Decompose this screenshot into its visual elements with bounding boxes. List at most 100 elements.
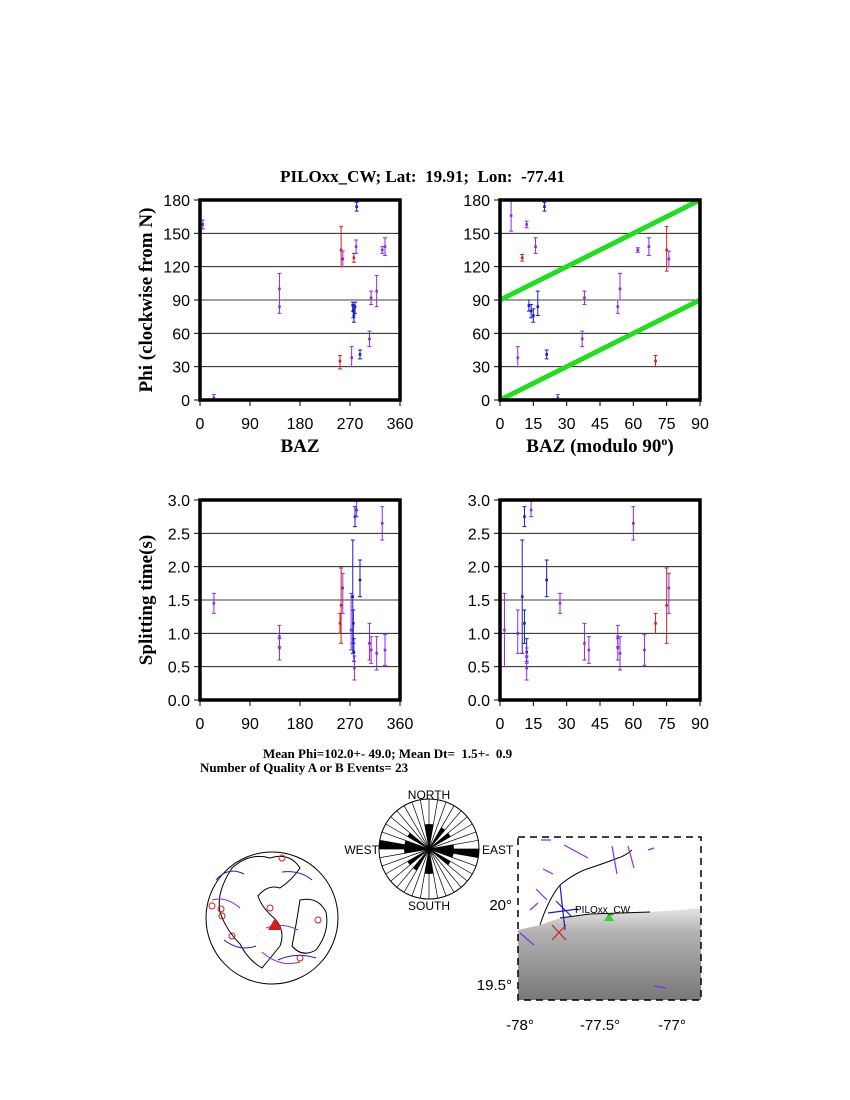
globe-continent-outline xyxy=(218,855,301,969)
y-tick-label: 90 xyxy=(472,293,490,310)
y-tick-label: 60 xyxy=(472,326,490,343)
data-point xyxy=(558,592,562,614)
data-point xyxy=(520,539,525,654)
data-point xyxy=(352,655,357,681)
point-marker xyxy=(654,622,657,625)
rose-petal xyxy=(412,849,429,871)
data-point xyxy=(653,355,658,368)
rose-spoke xyxy=(428,848,455,893)
event-count: Number of Quality A or B Events= 23 xyxy=(200,760,409,775)
x-tick-label: 90 xyxy=(691,716,709,733)
x-tick-label: 360 xyxy=(387,716,414,733)
point-marker xyxy=(349,628,353,632)
sea-relief xyxy=(518,908,701,1000)
y-tick-label: 2.0 xyxy=(468,560,490,577)
point-marker xyxy=(632,522,635,525)
rose-petal xyxy=(407,832,429,849)
data-point xyxy=(635,247,640,253)
x-tick-label: 60 xyxy=(624,416,642,433)
data-point xyxy=(642,634,647,666)
point-marker xyxy=(278,635,281,638)
point-marker xyxy=(341,257,345,261)
rose-petal xyxy=(424,824,429,849)
event-marker xyxy=(218,912,226,920)
data-point xyxy=(358,349,362,360)
point-marker xyxy=(338,359,342,363)
rose-petal xyxy=(429,849,434,874)
data-point xyxy=(522,609,527,644)
point-marker xyxy=(503,628,506,632)
point-marker xyxy=(355,205,358,208)
local-map: PILOxx_CW 20° 19.5° -78° -77.5° -77° xyxy=(477,836,702,1034)
x-tick-label: 270 xyxy=(337,716,364,733)
rose-petal xyxy=(407,849,429,866)
data-point xyxy=(340,250,345,268)
event-marker xyxy=(228,932,236,940)
data-point xyxy=(664,226,669,272)
point-marker xyxy=(534,245,537,248)
data-point xyxy=(354,239,359,254)
point-marker xyxy=(278,305,281,308)
point-marker xyxy=(536,305,540,308)
point-marker xyxy=(380,248,384,252)
point-marker xyxy=(368,337,371,341)
data-point xyxy=(653,612,658,634)
chart-dt_mod: 0.0 0.5 1.0 1.5 2.0 2.5 3.0 0 15 30 45 60 75 90 xyxy=(468,493,709,733)
rose-west-label: WEST xyxy=(344,843,379,857)
data-point xyxy=(529,500,534,518)
rose-spoke xyxy=(428,831,477,850)
data-point xyxy=(367,330,372,348)
point-marker xyxy=(278,646,281,650)
point-marker xyxy=(355,508,358,512)
data-point xyxy=(618,272,622,301)
globe-map xyxy=(205,851,339,985)
y-tick-label: 2.5 xyxy=(168,526,190,543)
point-marker xyxy=(525,223,528,226)
point-marker xyxy=(543,205,546,208)
lon-label-78: -78° xyxy=(506,1017,534,1034)
data-point xyxy=(631,506,636,541)
data-point xyxy=(615,299,620,314)
data-point xyxy=(277,299,282,314)
data-point xyxy=(646,237,651,257)
y-tick-label: 180 xyxy=(163,193,190,210)
y-tick-label: 120 xyxy=(163,260,190,277)
data-point xyxy=(383,237,387,257)
globe-raypaths xyxy=(211,898,301,965)
x-tick-label: 0 xyxy=(496,716,505,733)
lon-label-77-5: -77.5° xyxy=(580,1017,620,1034)
point-marker xyxy=(665,604,668,607)
data-point xyxy=(520,253,525,262)
y-tick-label: 0 xyxy=(181,393,190,410)
y-axis-label: Phi (clockwise from N) xyxy=(136,208,157,393)
point-marker xyxy=(383,648,387,652)
point-marker xyxy=(616,635,620,638)
x-tick-label: 45 xyxy=(591,716,609,733)
point-marker xyxy=(558,602,562,605)
rose-petal xyxy=(429,844,454,849)
y-tick-label: 3.0 xyxy=(168,493,190,510)
plot-frame xyxy=(198,198,402,402)
point-marker xyxy=(212,396,216,400)
point-marker xyxy=(354,245,358,248)
rose-north-label: NORTH xyxy=(408,788,450,802)
plot-frame xyxy=(198,498,402,702)
data-point xyxy=(542,201,547,212)
map-frame xyxy=(517,836,702,1001)
point-marker xyxy=(375,289,378,293)
point-marker xyxy=(358,353,362,356)
rose-spoke xyxy=(381,848,430,867)
point-marker xyxy=(667,257,671,261)
data-point xyxy=(277,638,282,661)
data-point xyxy=(524,655,529,681)
rose-diagram: NORTH SOUTH EAST WEST xyxy=(344,788,514,913)
data-point xyxy=(618,636,622,671)
point-marker xyxy=(525,666,528,670)
data-point xyxy=(353,301,357,314)
point-marker xyxy=(556,396,560,400)
rose-spoke xyxy=(428,848,473,875)
data-point xyxy=(339,567,344,644)
data-point xyxy=(349,346,354,368)
data-point xyxy=(529,303,534,319)
point-marker xyxy=(532,314,535,317)
